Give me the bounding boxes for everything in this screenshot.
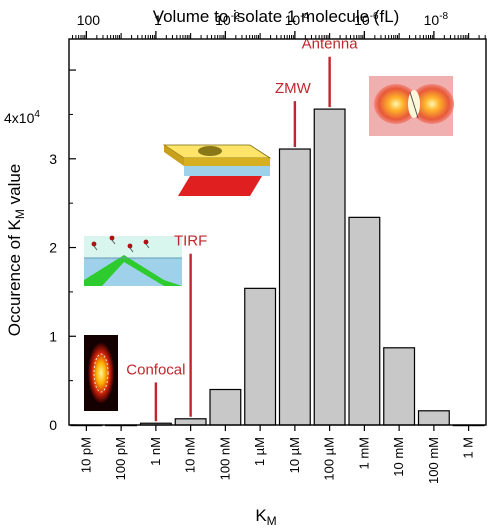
bar-10 xyxy=(417,410,450,426)
x-tick-label-4: 100 nM xyxy=(217,437,232,480)
confocal-focal-spot xyxy=(88,343,114,403)
top-tick-label-2: 10-2 xyxy=(215,11,240,28)
zmw-glass xyxy=(184,166,270,176)
y-axis-title: Occurence of KM value xyxy=(5,164,27,337)
zmw-gold-left xyxy=(164,145,184,166)
bar-7 xyxy=(313,108,346,426)
tirf-molecule-tether xyxy=(111,239,116,245)
bar-5 xyxy=(244,287,277,426)
y-tick-label-1: 1 xyxy=(49,328,57,344)
top-tick-label-5: 10-8 xyxy=(424,11,449,28)
tirf-molecule-tether xyxy=(93,245,98,251)
top-tick-label-0: 100 xyxy=(77,12,101,28)
y-tick-label-0: 0 xyxy=(49,417,57,433)
annotation-label-1: TIRF xyxy=(174,233,207,250)
x-tick-label-9: 10 mM xyxy=(391,437,406,477)
plot-frame xyxy=(68,38,487,426)
antenna-dimer-right xyxy=(410,84,454,124)
x-tick-label-8: 1 mM xyxy=(356,437,371,470)
bar-3 xyxy=(174,418,207,426)
tirf-laser-beams xyxy=(84,255,182,286)
tirf-molecule-2 xyxy=(127,243,133,249)
bar-6 xyxy=(278,148,311,426)
zmw-excitation xyxy=(178,176,262,196)
antenna-dimer-left xyxy=(374,84,418,124)
y-multiplier-label: 4x104 xyxy=(4,109,40,126)
tirf-molecule-0 xyxy=(91,241,97,247)
bar-8 xyxy=(348,216,381,426)
tirf-molecule-tether xyxy=(129,247,134,253)
x-tick-label-2: 1 nM xyxy=(148,437,163,466)
x-tick-label-5: 1 µM xyxy=(252,437,267,466)
x-axis-title: KM xyxy=(255,506,276,528)
confocal-volume-outline xyxy=(93,353,109,393)
tirf-molecule-3 xyxy=(143,239,149,245)
annotation-label-2: ZMW xyxy=(275,80,312,97)
bar-4 xyxy=(209,388,242,426)
top-tick-label-4: 10-6 xyxy=(354,11,379,28)
zmw-aperture xyxy=(198,146,222,156)
antenna-molecule xyxy=(409,91,419,119)
x-tick-label-1: 100 pM xyxy=(113,437,128,480)
top-tick-label-3: 10-4 xyxy=(285,11,310,28)
tirf-molecule-tether xyxy=(145,243,150,249)
y-tick-label-2: 2 xyxy=(49,240,57,256)
top-axis-title: Volume to isolate 1 molecule (fL) xyxy=(153,7,400,26)
x-tick-label-0: 10 pM xyxy=(78,437,93,473)
x-tick-label-6: 10 µM xyxy=(287,437,302,473)
x-tick-label-7: 100 µM xyxy=(322,437,337,481)
annotation-label-0: Confocal xyxy=(126,361,185,378)
bar-9 xyxy=(383,347,416,426)
zmw-gold-side xyxy=(184,158,270,166)
annotation-label-3: Antenna xyxy=(302,36,359,53)
y-tick-label-3: 3 xyxy=(49,151,57,167)
tirf-molecule-1 xyxy=(109,235,115,241)
x-tick-label-11: 1 M xyxy=(461,437,476,459)
top-tick-label-1: 1 xyxy=(154,12,162,28)
x-tick-label-3: 10 nM xyxy=(183,437,198,473)
tirf-evanescent-field xyxy=(84,236,182,258)
x-tick-label-10: 100 mM xyxy=(426,437,441,484)
